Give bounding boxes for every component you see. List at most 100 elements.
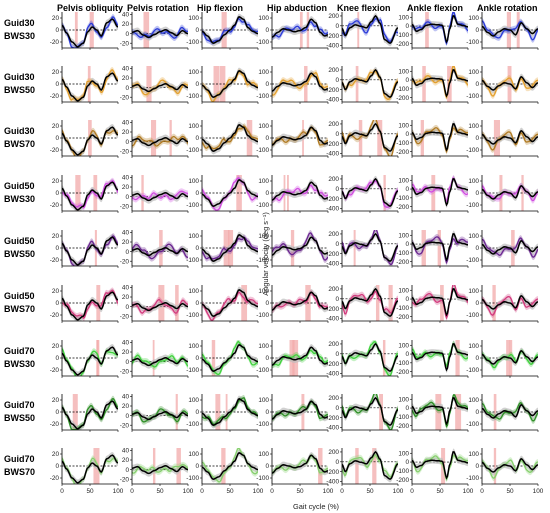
x-tick-label: 0 bbox=[60, 488, 64, 495]
y-tick-label: 100 bbox=[258, 288, 269, 295]
y-tick-label: 0 bbox=[265, 135, 269, 142]
y-tick-label: -20 bbox=[50, 93, 60, 100]
y-tick-label: 0 bbox=[195, 135, 199, 142]
y-tick-label: 0 bbox=[55, 27, 59, 34]
reference-mean-line bbox=[272, 454, 328, 474]
y-tick-label: 20 bbox=[52, 178, 60, 185]
y-tick-label: 0 bbox=[55, 190, 59, 197]
condition-mean-line bbox=[62, 16, 118, 48]
reference-mean-line bbox=[62, 291, 118, 321]
y-tick-label: 20 bbox=[122, 239, 130, 246]
panel: 40 20 0 -20 bbox=[120, 120, 189, 158]
y-tick-label: 100 bbox=[468, 123, 479, 130]
y-tick-label: -100 bbox=[466, 367, 479, 374]
reference-mean-line bbox=[132, 465, 188, 475]
y-tick-label: -20 bbox=[120, 313, 130, 320]
condition-band bbox=[412, 66, 468, 101]
y-tick-label: 0 bbox=[335, 77, 339, 84]
significance-shading bbox=[146, 66, 152, 102]
y-tick-label: -20 bbox=[120, 148, 130, 155]
reference-mean-line bbox=[342, 232, 398, 262]
condition-mean-line bbox=[132, 408, 188, 423]
y-tick-label: -200 bbox=[326, 33, 339, 40]
y-tick-label: -200 bbox=[326, 196, 339, 203]
y-tick-label: 100 bbox=[258, 69, 269, 76]
y-tick-label: 0 bbox=[335, 23, 339, 30]
y-tick-label: -100 bbox=[186, 421, 199, 428]
y-tick-label: 0 bbox=[55, 355, 59, 362]
significance-shading bbox=[141, 175, 144, 211]
y-tick-label: -100 bbox=[186, 257, 199, 264]
y-tick-label: 100 bbox=[188, 343, 199, 350]
panel: 20 0 -20 bbox=[50, 285, 119, 323]
row-label: BWS70 bbox=[4, 467, 35, 477]
panel: 100 0 -100 bbox=[256, 12, 329, 50]
x-tick-label: 0 bbox=[480, 488, 484, 495]
x-tick-label: 0 bbox=[270, 488, 274, 495]
panel: 200 0 -200 -400 bbox=[326, 175, 399, 213]
y-tick-label: 100 bbox=[398, 396, 409, 403]
x-tick-label: 0 bbox=[200, 488, 204, 495]
panel: 100 0 -100 bbox=[186, 175, 259, 213]
y-tick-label: 100 bbox=[468, 288, 479, 295]
y-tick-label: 0 bbox=[265, 245, 269, 252]
y-tick-label: -100 bbox=[186, 39, 199, 46]
row-label: BWS70 bbox=[4, 304, 35, 314]
y-tick-label: -20 bbox=[50, 202, 60, 209]
x-tick-label: 100 bbox=[533, 488, 544, 495]
reference-mean-line bbox=[202, 233, 258, 262]
reference-band bbox=[342, 394, 398, 429]
reference-mean-line bbox=[482, 75, 538, 91]
y-tick-label: 100 bbox=[398, 14, 409, 21]
y-tick-label: -20 bbox=[120, 422, 130, 429]
condition-mean-line bbox=[412, 285, 468, 320]
column-title: Ankle rotation bbox=[477, 3, 538, 13]
row-label: Guid30 bbox=[4, 72, 35, 82]
panel: 20 0 -20 bbox=[50, 340, 119, 378]
y-tick-label: -200 bbox=[396, 204, 409, 211]
y-tick-label: 200 bbox=[328, 286, 339, 293]
y-tick-label: 100 bbox=[398, 232, 409, 239]
reference-band bbox=[132, 189, 188, 204]
significance-shading bbox=[455, 394, 462, 430]
condition-mean-line bbox=[272, 455, 328, 474]
condition-mean-line bbox=[272, 127, 328, 146]
x-tick-label: 50 bbox=[296, 488, 304, 495]
significance-shading bbox=[383, 175, 386, 211]
y-tick-label: 0 bbox=[475, 300, 479, 307]
y-tick-label: 20 bbox=[52, 397, 60, 404]
panel: 100 0 -100 bbox=[256, 340, 329, 378]
reference-band bbox=[62, 234, 118, 266]
y-tick-label: -20 bbox=[50, 421, 60, 428]
reference-mean-line bbox=[132, 411, 188, 421]
significance-shading bbox=[521, 175, 524, 211]
significance-shading bbox=[493, 448, 497, 484]
condition-mean-line bbox=[132, 135, 188, 147]
y-tick-label: 100 bbox=[468, 178, 479, 185]
reference-mean-line bbox=[132, 29, 188, 39]
y-tick-label: -20 bbox=[50, 312, 60, 319]
x-tick-label: 100 bbox=[113, 488, 124, 495]
y-tick-label: -400 bbox=[326, 479, 339, 486]
panel: 100 0 -100 bbox=[186, 394, 259, 432]
y-tick-label: -20 bbox=[120, 476, 130, 483]
y-tick-label: 0 bbox=[405, 186, 409, 193]
condition-mean-line bbox=[412, 394, 468, 428]
y-tick-label: 20 bbox=[122, 403, 130, 410]
panel: 100 0 -100 bbox=[466, 175, 539, 213]
y-tick-label: -100 bbox=[396, 86, 409, 93]
condition-mean-line bbox=[342, 340, 398, 376]
y-tick-label: 20 bbox=[52, 15, 60, 22]
significance-shading bbox=[72, 394, 78, 430]
reference-mean-line bbox=[62, 400, 118, 430]
significance-shading bbox=[355, 448, 359, 484]
y-tick-label: 40 bbox=[122, 285, 130, 292]
panel: 100 0 -100 bbox=[466, 120, 539, 158]
condition-band bbox=[342, 178, 398, 211]
row-label: Guid30 bbox=[4, 126, 35, 136]
y-tick-label: 100 bbox=[468, 343, 479, 350]
condition-band bbox=[342, 15, 398, 45]
panel: 100 0 -100 -200 bbox=[396, 120, 469, 158]
